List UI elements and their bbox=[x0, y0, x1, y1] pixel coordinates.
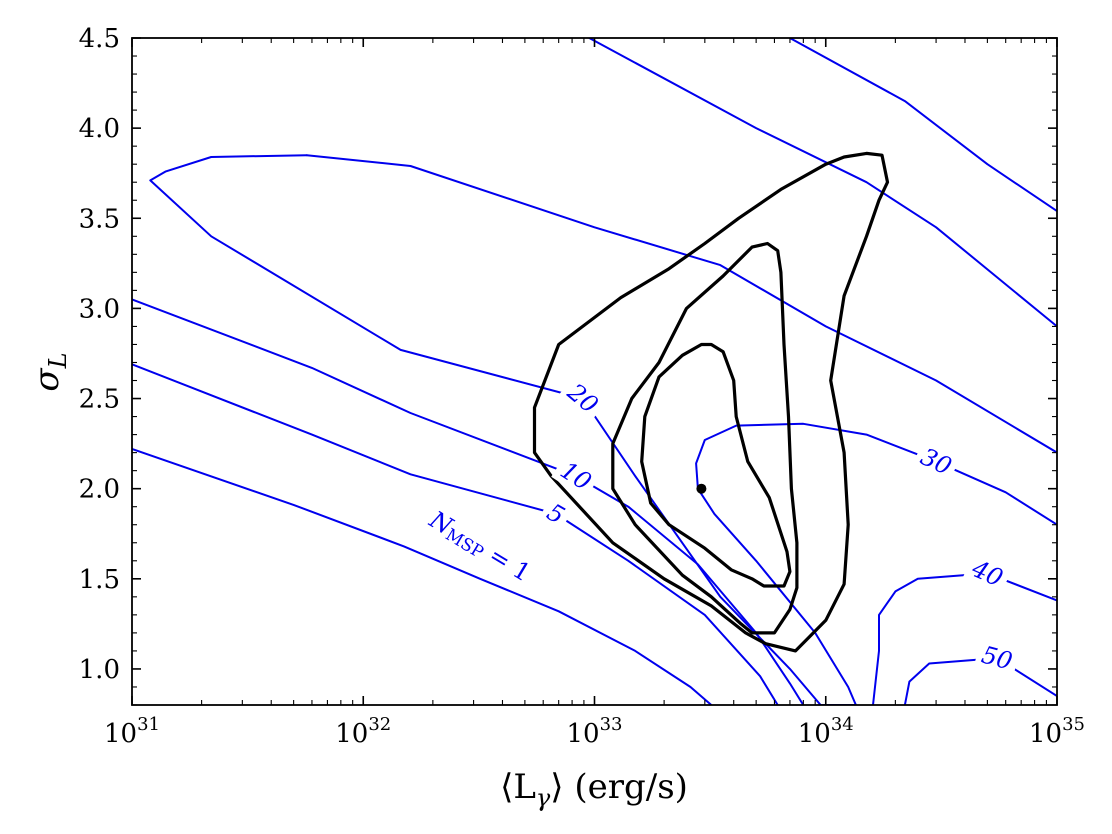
likelihood-contour-1sigma bbox=[640, 342, 792, 588]
x-tick-label: 1032 bbox=[335, 714, 391, 749]
y-tick-label: 1.0 bbox=[79, 655, 120, 685]
tick-labels: 1031 1032 1033 1034 1035 1.0 1.5 2.0 2.5 3.0 3.5 4.… bbox=[79, 24, 1085, 749]
n-msp-contour-60 bbox=[588, 38, 1057, 328]
n-msp-contour-5 bbox=[132, 363, 779, 705]
n-msp-contour-1 bbox=[132, 448, 713, 705]
n-msp-contour-30-lower-branch bbox=[696, 487, 857, 705]
likelihood-contour-3sigma bbox=[532, 151, 890, 653]
y-tick-label: 2.0 bbox=[79, 475, 120, 505]
y-tick-label: 4.0 bbox=[79, 114, 120, 144]
y-tick-label: 3.0 bbox=[79, 294, 120, 324]
n-msp-contour-50 bbox=[903, 657, 1057, 705]
best-fit-point bbox=[696, 483, 707, 494]
n-msp-contour-20-upper-branch bbox=[305, 154, 1057, 454]
best-fit-marker bbox=[696, 483, 707, 494]
n-msp-contour-30 bbox=[695, 422, 1057, 526]
svg-text:NMSP = 1: NMSP = 1 bbox=[423, 505, 535, 589]
n-msp-contour-70 bbox=[788, 38, 1057, 213]
n-msp-contours bbox=[132, 38, 1057, 705]
x-axis-label: ⟨Lγ⟩ (erg/s) bbox=[500, 767, 688, 812]
likelihood-contours bbox=[532, 151, 890, 653]
y-tick-label: 3.5 bbox=[79, 204, 120, 234]
contour-label-20: 20 bbox=[557, 374, 608, 423]
contour-label-50: 50 bbox=[973, 639, 1021, 677]
y-tick-label: 4.5 bbox=[79, 24, 120, 54]
contour-label-5: 5 bbox=[537, 495, 574, 533]
x-tick-label: 1033 bbox=[567, 714, 623, 749]
axis-ticks bbox=[131, 37, 1058, 706]
contour-label-30: 30 bbox=[911, 440, 961, 483]
n-msp-contour-10 bbox=[132, 298, 805, 705]
x-tick-label: 1031 bbox=[104, 714, 160, 749]
y-tick-label: 1.5 bbox=[79, 565, 120, 595]
contour-label-40: 40 bbox=[962, 552, 1013, 595]
contour-label-10: 10 bbox=[551, 453, 601, 499]
likelihood-contour-2sigma bbox=[611, 241, 799, 635]
x-tick-label: 1034 bbox=[798, 714, 854, 749]
n-msp-contour-20 bbox=[149, 154, 857, 705]
n-msp-contour-40 bbox=[872, 572, 1057, 705]
y-axis-label: σL bbox=[27, 352, 72, 391]
x-tick-label: 1035 bbox=[1029, 714, 1085, 749]
y-tick-label: 2.5 bbox=[79, 385, 120, 415]
